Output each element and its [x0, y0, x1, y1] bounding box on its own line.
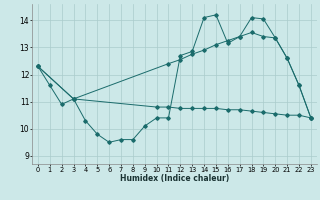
X-axis label: Humidex (Indice chaleur): Humidex (Indice chaleur) — [120, 174, 229, 183]
